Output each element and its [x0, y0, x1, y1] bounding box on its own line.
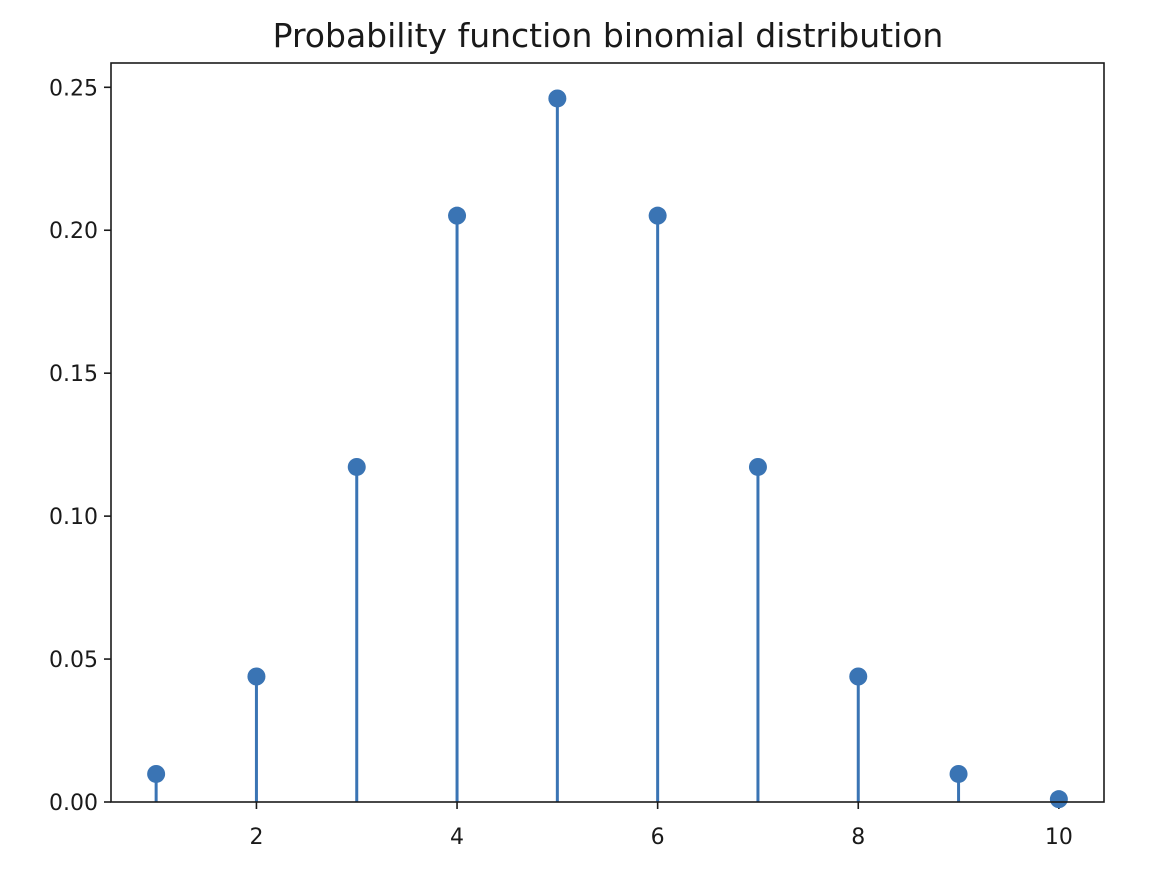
- y-axis: 0.00 0.05 0.10 0.15 0.20 0.25: [49, 76, 111, 816]
- x-tick-label: 8: [851, 825, 865, 850]
- stem-marker: [1049, 790, 1068, 809]
- stem-marker: [247, 667, 266, 686]
- plot-frame: [110, 62, 1105, 803]
- stem-marker: [849, 667, 868, 686]
- y-tick-label: 0.25: [49, 76, 98, 101]
- y-tick-label: 0.00: [49, 791, 98, 816]
- stem-marker: [949, 764, 968, 783]
- x-tick-label: 2: [249, 825, 263, 850]
- stem-marker: [147, 764, 166, 783]
- stem-series: [147, 89, 1068, 809]
- stem-marker: [748, 457, 767, 476]
- x-tick-label: 4: [450, 825, 464, 850]
- y-tick-label: 0.10: [49, 505, 98, 530]
- stem-marker: [448, 206, 467, 225]
- y-tick-label: 0.05: [49, 648, 98, 673]
- chart-title: Probability function binomial distributi…: [273, 16, 944, 55]
- stem-marker: [548, 89, 567, 108]
- y-tick-label: 0.20: [49, 219, 98, 244]
- stem-marker: [648, 206, 667, 225]
- stem-marker: [347, 457, 366, 476]
- y-tick-label: 0.15: [49, 362, 98, 387]
- x-tick-label: 6: [651, 825, 665, 850]
- x-axis: 2 4 6 8 10: [249, 802, 1073, 850]
- x-tick-label: 10: [1045, 825, 1073, 850]
